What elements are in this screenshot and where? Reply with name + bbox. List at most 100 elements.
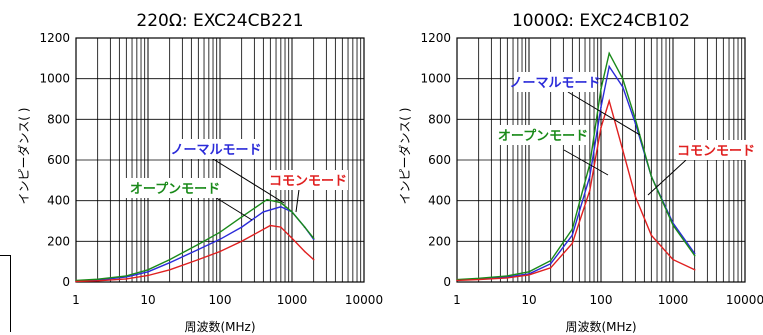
y-tick-label: 400 <box>428 194 451 208</box>
data-point <box>506 277 509 279</box>
annotation-label: オープンモード <box>498 129 588 144</box>
data-point <box>303 226 306 228</box>
chart-title: 1000Ω: EXC24CB102 <box>512 11 690 31</box>
data-point <box>312 258 315 261</box>
data-point <box>291 211 293 213</box>
data-point <box>600 126 602 129</box>
data-point <box>672 224 674 226</box>
data-point <box>168 269 171 271</box>
data-point <box>571 242 574 245</box>
data-point <box>621 77 624 80</box>
series-line <box>75 206 315 282</box>
y-tick-label: 1200 <box>39 31 70 45</box>
data-point <box>650 175 653 178</box>
annotation-box <box>268 170 348 190</box>
x-tick-label: 100 <box>590 293 613 307</box>
series-line <box>75 198 315 282</box>
data-point <box>168 261 171 264</box>
y-tick-label: 600 <box>47 153 70 167</box>
data-point <box>219 238 221 241</box>
data-point <box>125 278 128 280</box>
annotation-box <box>175 139 257 159</box>
data-point <box>650 234 653 237</box>
data-point <box>506 275 509 277</box>
x-tick-label: 1 <box>72 293 80 307</box>
x-tick-label: 1 <box>453 293 461 307</box>
data-point <box>312 237 315 240</box>
data-point <box>549 266 552 269</box>
y-tick-label: 800 <box>47 112 70 126</box>
data-point <box>600 106 602 108</box>
data-point <box>571 234 574 237</box>
data-point <box>168 258 171 261</box>
x-axis-label: 周波数(MHz) <box>565 319 636 334</box>
data-point <box>477 278 480 281</box>
y-axis-label: インピーダンス( ) <box>16 108 31 205</box>
x-tick-label: 10000 <box>726 293 763 307</box>
data-point <box>456 279 458 282</box>
data-point <box>634 118 637 121</box>
data-point <box>549 259 552 262</box>
y-tick-label: 1000 <box>39 72 70 86</box>
data-point <box>549 262 552 265</box>
data-point <box>600 88 602 90</box>
data-point <box>147 269 149 271</box>
y-tick-label: 0 <box>62 275 70 289</box>
data-point <box>280 226 282 228</box>
x-tick-label: 10 <box>140 293 155 307</box>
annotation-box <box>124 178 226 198</box>
annotation-leader <box>204 153 285 204</box>
data-point <box>96 279 99 282</box>
data-point <box>634 195 637 198</box>
annotation-label: コモンモード <box>269 174 347 189</box>
series-line <box>75 224 315 283</box>
x-tick-label: 10000 <box>345 293 383 307</box>
chart-220-ohm: 0 200 400 600 800 1000 1200 1 10 100 1000 10000 220Ω… <box>16 11 383 334</box>
data-point <box>219 250 221 253</box>
data-point <box>219 231 221 233</box>
y-tick-label: 200 <box>428 234 451 248</box>
series-line <box>456 98 695 282</box>
data-point <box>291 237 293 240</box>
x-tick-label: 1000 <box>658 293 689 307</box>
annotation-leader <box>209 193 253 221</box>
data-point <box>197 258 200 261</box>
data-point <box>269 224 272 227</box>
data-point <box>621 149 624 151</box>
data-point <box>608 52 611 55</box>
y-tick-label: 1200 <box>420 31 451 45</box>
data-point <box>303 250 306 253</box>
data-point <box>197 248 200 251</box>
data-point <box>280 201 282 204</box>
left-frame-bracket <box>0 255 11 332</box>
y-tick-label: 600 <box>428 153 451 167</box>
data-point <box>589 189 591 192</box>
data-point <box>240 240 243 243</box>
x-axis-label: 周波数(MHz) <box>184 319 255 334</box>
data-point <box>266 198 268 201</box>
annotation-leader <box>647 159 687 196</box>
annotation-label: ノーマルモード <box>509 76 600 91</box>
data-point <box>589 175 591 178</box>
data-point <box>75 280 77 283</box>
data-point <box>528 274 530 276</box>
series-line <box>456 64 696 281</box>
chart-1000-ohm: 0 200 400 600 800 1000 1200 1 10 100 1000 10000 1000… <box>397 11 763 334</box>
y-tick-label: 800 <box>428 112 451 126</box>
y-axis-label: インピーダンス( ) <box>397 108 412 205</box>
chart-title: 220Ω: EXC24CB221 <box>136 11 303 31</box>
y-tick-label: 200 <box>47 234 70 248</box>
data-point <box>608 100 611 102</box>
annotation-box <box>497 125 589 145</box>
annotation-label: コモンモード <box>677 144 755 159</box>
data-point <box>125 275 128 277</box>
x-tick-label: 10 <box>521 293 536 307</box>
data-point <box>280 205 282 208</box>
data-point <box>608 65 611 68</box>
annotation-label: オープンモード <box>130 182 220 197</box>
data-point <box>240 226 243 228</box>
data-point <box>197 243 200 246</box>
series-line <box>456 51 696 281</box>
data-point <box>621 86 624 88</box>
